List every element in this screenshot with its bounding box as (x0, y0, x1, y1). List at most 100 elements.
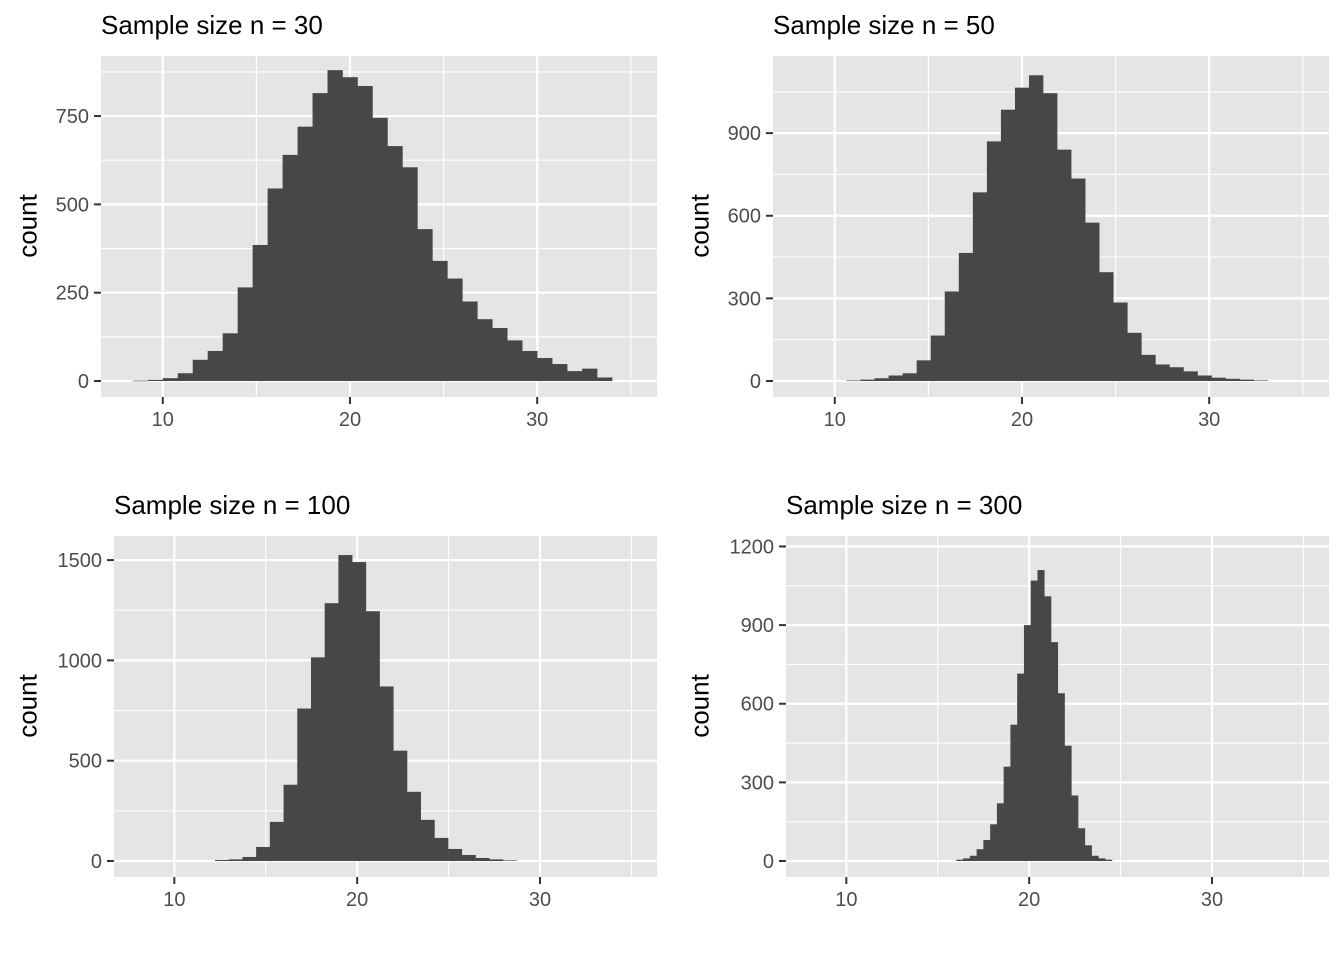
histogram-bar (537, 358, 553, 381)
histogram-bar (597, 377, 613, 381)
x-tick-label: 10 (824, 409, 846, 431)
histogram-bar (1183, 371, 1198, 381)
histogram-bar (267, 188, 283, 381)
y-tick-label: 600 (741, 694, 774, 716)
histogram-bar (983, 840, 991, 861)
histogram-bar (448, 848, 463, 861)
x-tick-label: 20 (339, 409, 361, 431)
histogram-bar (1051, 642, 1059, 861)
histogram-bar (1057, 693, 1065, 861)
x-tick-label: 20 (346, 889, 368, 911)
histogram-panel-n50: Sample size n = 50 count 0 300 600 900 10 20 3… (672, 0, 1344, 480)
histogram-bar (944, 291, 960, 381)
histogram-bar (1071, 178, 1086, 381)
histogram-bar (888, 375, 903, 381)
histogram-panel-n100: Sample size n = 100 count 0 500 1000 1500 10… (0, 480, 672, 960)
histogram-bar (434, 837, 449, 861)
histogram-bar (1010, 724, 1018, 861)
histogram-bar (996, 803, 1004, 861)
histogram-panel-n30: Sample size n = 30 count 0 250 500 750 10 20 3… (0, 0, 672, 480)
x-tick-label: 10 (163, 889, 185, 911)
histogram-bar (297, 708, 312, 861)
histogram-bar (222, 333, 238, 381)
histogram-bar (902, 373, 917, 381)
y-tick-label: 500 (69, 751, 102, 773)
y-tick-label: 1500 (58, 550, 103, 572)
histogram-bar (324, 603, 339, 861)
histogram-bar (477, 319, 493, 381)
histogram-bar (342, 77, 358, 382)
histogram-bar (242, 856, 257, 861)
histogram-plot: 0 500 1000 1500 10 20 30 (58, 536, 657, 911)
y-tick-label: 0 (91, 851, 102, 873)
histogram-bar (507, 340, 523, 381)
histogram-bar (177, 373, 194, 381)
histogram-bar (1091, 855, 1099, 861)
histogram-bar (192, 359, 209, 381)
histogram-bar (958, 252, 974, 381)
histogram-bar (282, 154, 298, 381)
histogram-bar (327, 70, 343, 381)
histogram-bar (1057, 149, 1072, 381)
histogram-bar (1169, 367, 1184, 381)
histogram-plot: 0 250 500 750 10 20 30 (56, 56, 657, 431)
histogram-bar (387, 146, 403, 381)
histogram-bar (1064, 745, 1072, 861)
histogram-bar (489, 859, 504, 861)
histogram-bar (252, 244, 268, 381)
histogram-bar (147, 379, 164, 381)
histogram-bar (1141, 354, 1156, 381)
panel-title: Sample size n = 30 (101, 10, 323, 40)
y-tick-label: 0 (750, 371, 761, 393)
histogram-bar (1253, 380, 1268, 382)
histogram-panel-n300: Sample size n = 300 count 0 300 600 900 1200… (672, 480, 1344, 960)
histogram-bar (461, 854, 476, 861)
histogram-bar (1037, 570, 1045, 861)
histogram-bar (162, 378, 179, 381)
y-tick-label: 900 (728, 123, 761, 145)
histogram-bar (1014, 87, 1030, 381)
panel-title: Sample size n = 300 (786, 490, 1023, 520)
histogram-bar (402, 167, 418, 381)
histogram-bar (256, 846, 271, 861)
y-tick-label: 250 (56, 283, 89, 305)
y-tick-label: 1000 (58, 650, 103, 672)
histogram-bar (132, 380, 149, 382)
histogram-bar (1197, 375, 1212, 381)
histogram-bar (860, 379, 875, 381)
histogram-bar (420, 819, 435, 861)
histogram-bar (372, 117, 388, 382)
histogram-bar (352, 562, 367, 861)
histogram-bar (475, 857, 490, 861)
histogram-bar (930, 335, 946, 381)
x-tick-label: 10 (835, 889, 857, 911)
x-tick-label: 30 (1201, 889, 1223, 911)
histogram-bar (447, 278, 463, 381)
histogram-bar (1211, 377, 1226, 381)
histogram-bar (269, 821, 284, 861)
histogram-bar (1003, 766, 1011, 861)
histogram-bar (365, 611, 380, 861)
histogram-bar (846, 380, 861, 382)
histogram-bar (963, 858, 971, 861)
x-tick-label: 30 (529, 889, 551, 911)
histogram-bar (462, 301, 478, 381)
y-tick-label: 0 (78, 371, 89, 393)
histogram-bar (338, 555, 353, 861)
histogram-bar (215, 859, 230, 861)
panel-title: Sample size n = 50 (773, 10, 995, 40)
histogram-bar (502, 860, 517, 861)
y-tick-label: 500 (56, 194, 89, 216)
x-tick-label: 20 (1011, 409, 1033, 431)
histogram-bar (976, 849, 984, 861)
histogram-bar (552, 364, 568, 381)
histogram-bar (406, 791, 421, 861)
histogram-bar (1239, 379, 1254, 381)
histogram-bar (874, 378, 889, 381)
histogram-bar (1099, 272, 1114, 381)
x-tick-label: 10 (152, 409, 174, 431)
histogram-plot: 0 300 600 900 1200 10 20 30 (730, 536, 1329, 911)
histogram-bar (1225, 378, 1240, 381)
histogram-bar (492, 328, 508, 381)
histogram-bar (1098, 858, 1106, 861)
